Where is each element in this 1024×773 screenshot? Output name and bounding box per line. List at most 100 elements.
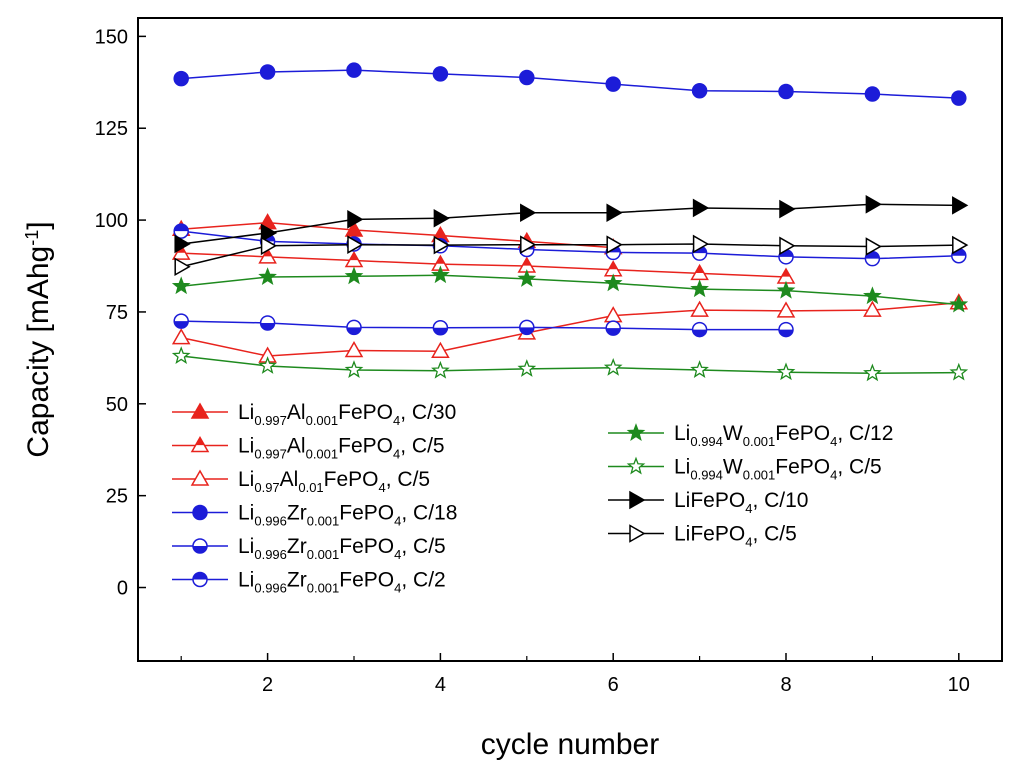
series-3-point-0	[173, 70, 189, 87]
legend-label-0-part-0: Li	[238, 401, 254, 424]
plot-frame	[137, 17, 1003, 662]
series-6	[171, 265, 969, 313]
series-9-point-6	[692, 234, 710, 254]
series-8-point-4	[520, 203, 537, 223]
legend-label-5-part-5: 4	[394, 581, 401, 596]
legend-label-3-part-5: 4	[394, 514, 401, 529]
series-3-line	[181, 69, 959, 99]
legend-item-8: LiFePO4, C/10	[608, 489, 808, 516]
legend-label-6-part-0: Li	[674, 422, 690, 445]
series-1-point-2	[344, 250, 364, 268]
series-5-line	[181, 230, 959, 260]
series-6-point-5	[603, 273, 623, 292]
legend-item-3: Li0.996Zr0.001FePO4, C/18	[172, 502, 457, 529]
legend-label-2-part-0: Li	[238, 468, 254, 491]
legend-label-2-part-3: 0.01	[298, 480, 323, 495]
legend-label-2-part-1: 0.97	[254, 480, 279, 495]
legend-label-8-part-2: , C/10	[752, 489, 808, 512]
x-tick-label-2: 6	[608, 674, 619, 696]
series-6-point-4	[517, 269, 537, 287]
series-5-point-0	[173, 223, 189, 239]
y-axis-label: Capacity [mAhg-1]	[22, 221, 55, 457]
legend-label-0: Li0.997Al0.001FePO4, C/30	[238, 401, 456, 428]
legend-label-2: Li0.97Al0.01FePO4, C/5	[238, 468, 430, 495]
legend-label-4-part-6: , C/5	[401, 535, 445, 558]
legend-label-0-part-5: 4	[393, 413, 400, 428]
legend-label-9: LiFePO4, C/5	[674, 523, 797, 550]
series-4	[173, 313, 794, 338]
series-9-point-3	[433, 235, 450, 255]
x-axis-label: cycle number	[481, 728, 659, 761]
series-4-point-2	[346, 319, 362, 336]
legend-label-7-part-6: , C/5	[837, 456, 881, 479]
series-9	[174, 234, 969, 277]
series-6-point-1	[258, 267, 277, 285]
y-tick-label-6: 150	[95, 26, 128, 48]
legend-label-3-part-1: 0.996	[254, 514, 287, 529]
legend-label-7: Li0.994W0.001FePO4, C/5	[674, 456, 882, 483]
legend-marker-5	[192, 571, 208, 588]
legend-label-4-part-4: FePO	[339, 535, 394, 558]
series-3-point-3	[432, 66, 449, 82]
legend-item-2: Li0.97Al0.01FePO4, C/5	[172, 468, 430, 495]
series-8-point-6	[692, 198, 710, 218]
legend-label-6-part-6: , C/12	[837, 422, 893, 445]
legend-label-2-part-2: Al	[280, 468, 299, 491]
series-9-point-9	[952, 235, 969, 255]
legend-label-5-part-6: , C/2	[401, 569, 445, 592]
series-9-point-5	[606, 235, 623, 254]
series-0-point-2	[344, 220, 364, 237]
legend-label-7-part-0: Li	[674, 456, 690, 479]
legend-label-2-part-6: , C/5	[386, 468, 430, 491]
legend-label-0-part-2: Al	[287, 401, 306, 424]
legend-item-0: Li0.997Al0.001FePO4, C/30	[172, 401, 456, 428]
legend-label-0-part-6: , C/30	[400, 401, 456, 424]
series-6-point-0	[171, 276, 191, 295]
legend-label-2-part-5: 4	[379, 480, 386, 495]
legend-label-4: Li0.996Zr0.001FePO4, C/5	[238, 535, 446, 562]
legend-label-6: Li0.994W0.001FePO4, C/12	[674, 422, 893, 449]
series-4-point-6	[691, 321, 708, 338]
series-7-point-6	[690, 360, 709, 378]
legend-label-3-part-6: , C/18	[401, 502, 457, 525]
legend-label-6-part-5: 4	[830, 434, 837, 449]
x-tick-label-4: 10	[948, 674, 970, 696]
series-0	[171, 213, 623, 255]
series-9-point-4	[520, 235, 537, 254]
legend-item-5: Li0.996Zr0.001FePO4, C/2	[172, 569, 446, 596]
series-9-point-1	[260, 236, 278, 256]
legend-label-3-part-2: Zr	[287, 502, 307, 525]
legend-label-5-part-3: 0.001	[307, 581, 340, 596]
legend-label-3: Li0.996Zr0.001FePO4, C/18	[238, 502, 457, 529]
series-1-point-6	[690, 263, 709, 281]
y-tick-label-0: 0	[117, 578, 128, 600]
legend-marker-7	[626, 456, 646, 475]
series-7	[171, 346, 969, 382]
legend-marker-1	[190, 435, 210, 453]
legend-marker-8	[629, 490, 646, 510]
legend-label-5-part-1: 0.996	[254, 581, 287, 596]
series-4-point-1	[259, 315, 276, 331]
legend-label-1-part-5: 4	[393, 447, 400, 462]
series-3-point-7	[778, 83, 794, 100]
series-7-point-5	[603, 357, 623, 376]
series-layer	[171, 62, 969, 382]
legend-label-4-part-0: Li	[238, 535, 254, 558]
series-6-point-6	[690, 279, 709, 298]
legend-label-1-part-4: FePO	[338, 435, 393, 458]
series-2-point-3	[431, 341, 450, 359]
y-axis-label-sup: -1	[22, 230, 42, 246]
series-0-line	[181, 221, 614, 249]
legend-label-4-part-1: 0.996	[254, 547, 287, 562]
legend-label-2-part-4: FePO	[324, 468, 379, 491]
legend-label-6-part-3: 0.001	[743, 434, 776, 449]
legend-marker-0	[190, 402, 210, 419]
y-tick-label-4: 100	[95, 210, 128, 232]
series-9-point-7	[779, 236, 796, 256]
series-6-point-3	[431, 265, 450, 284]
legend-label-4-part-3: 0.001	[307, 547, 340, 562]
legend-item-7: Li0.994W0.001FePO4, C/5	[608, 456, 882, 483]
legend-label-6-part-2: W	[723, 422, 743, 445]
series-3-point-2	[346, 62, 362, 78]
